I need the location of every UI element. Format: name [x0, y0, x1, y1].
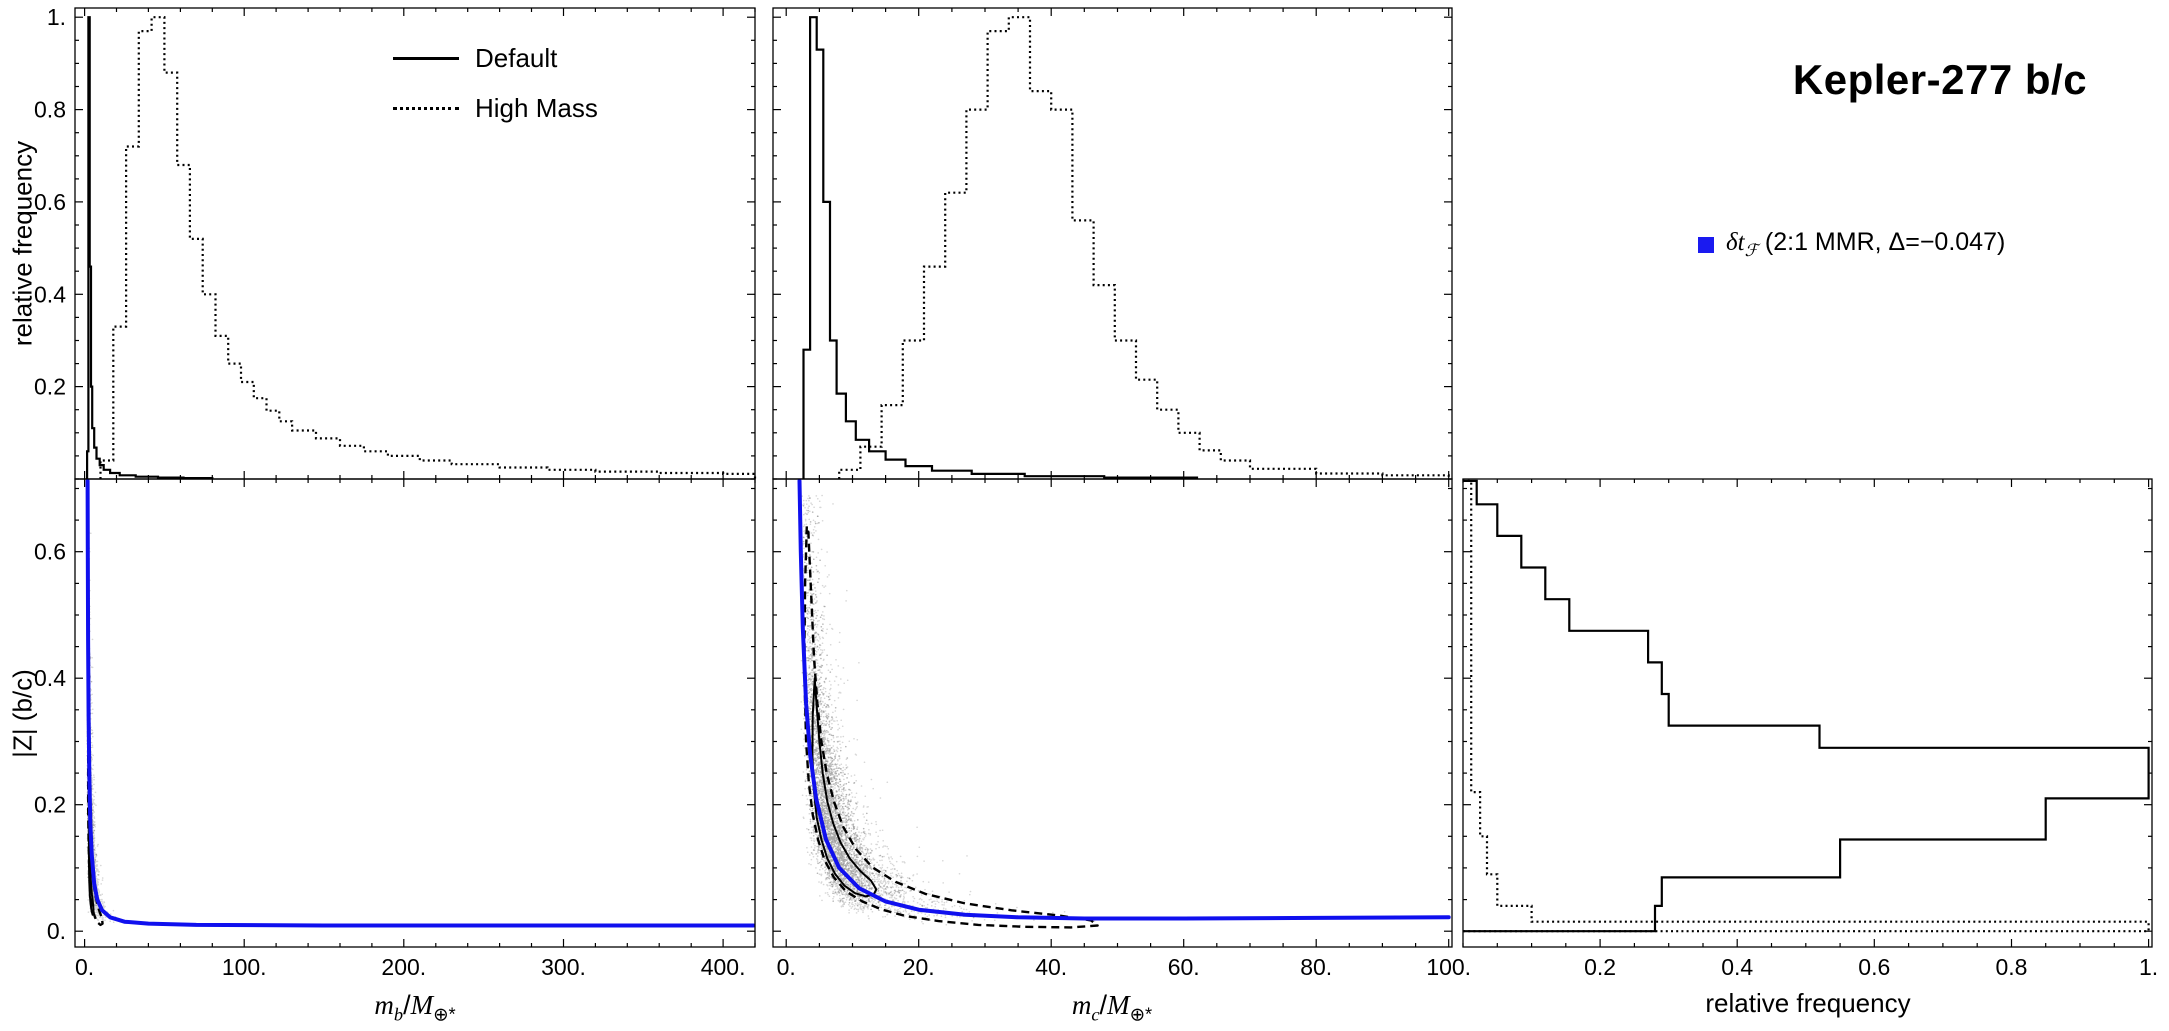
svg-text:0.4: 0.4	[34, 665, 66, 691]
dotted-line-sample	[393, 106, 459, 110]
svg-text:0.2: 0.2	[34, 792, 66, 818]
series-default-z-histogram	[1462, 479, 2150, 933]
svg-text:400.: 400.	[701, 954, 746, 980]
x-axis-label-relative-frequency: relative frequency	[1705, 988, 1911, 1018]
legend-label-default: Default	[475, 42, 558, 73]
y-axis-label-z-amplitude: |Z| (b/c)	[7, 669, 38, 758]
series-high-mass-z-histogram	[1462, 479, 2150, 933]
figure-title: Kepler-277 b/c	[1792, 56, 2088, 103]
x-axis-label-mc: mc/M⊕*	[1071, 990, 1153, 1025]
panel-mc-histogram	[772, 7, 1453, 480]
svg-text:0.8: 0.8	[34, 97, 66, 123]
mb-inner-contour	[88, 819, 95, 916]
delta-t-legend-label: δtℱ (2:1 MMR, Δ=−0.047)	[1726, 228, 2006, 260]
legend-item-default: Default	[393, 40, 598, 76]
delta-t-curve-mc	[797, 478, 1451, 921]
panel-mc-scatter: 0. 20. 40. 60. 80. 100.	[772, 478, 1471, 980]
tick-labels-mb-histogram: 0.2 0.4 0.6 0.8 1.	[34, 4, 66, 399]
svg-text:80.: 80.	[1300, 954, 1332, 980]
svg-text:1.: 1.	[47, 4, 66, 30]
frame-mc-histogram	[772, 7, 1453, 480]
svg-text:0.2: 0.2	[1584, 954, 1616, 980]
x-axis-label-mb: mb/M⊕*	[374, 990, 456, 1025]
panel-mb-scatter: 0. 100. 200. 300. 400. 0. 0.2 0.4 0.6	[34, 478, 756, 980]
svg-text:0.: 0.	[777, 954, 796, 980]
svg-text:60.: 60.	[1168, 954, 1200, 980]
panel-z-histogram: 0.2 0.4 0.6 0.8 1.	[1462, 478, 2158, 980]
series-high-mass-mc-histogram	[838, 16, 1450, 479]
ticks-mc-scatter	[773, 479, 1452, 947]
legend-item-high-mass: High Mass	[393, 90, 598, 126]
ticks-mb-scatter	[75, 479, 756, 947]
tick-labels-z-histogram: 0.2 0.4 0.6 0.8 1.	[1584, 954, 2158, 980]
ticks-mc-histogram	[773, 8, 1452, 480]
svg-text:0.6: 0.6	[34, 189, 66, 215]
delta-t-curve-mb	[85, 478, 756, 928]
ticks-mb-histogram	[75, 8, 756, 480]
line-style-legend: Default High Mass	[393, 40, 598, 140]
svg-text:0.8: 0.8	[1996, 954, 2028, 980]
svg-text:0.6: 0.6	[1858, 954, 1890, 980]
svg-text:300.: 300.	[541, 954, 586, 980]
solid-line-sample	[393, 56, 459, 60]
svg-text:0.6: 0.6	[34, 539, 66, 565]
svg-text:0.: 0.	[75, 954, 94, 980]
ticks-z-histogram	[1462, 479, 2152, 947]
svg-text:0.: 0.	[47, 918, 66, 944]
y-axis-label-relative-frequency: relative frequency	[7, 140, 38, 347]
tick-labels-mc-scatter: 0. 20. 40. 60. 80. 100.	[777, 954, 1471, 980]
delta-t-legend: δtℱ (2:1 MMR, Δ=−0.047)	[1698, 228, 2005, 261]
mc-outer-contour	[803, 525, 1099, 929]
blue-square-swatch	[1698, 236, 1714, 253]
svg-text:100.: 100.	[1426, 954, 1471, 980]
svg-text:200.: 200.	[381, 954, 426, 980]
svg-text:0.4: 0.4	[1721, 954, 1753, 980]
scatter-points-mc-scatter-1	[801, 497, 975, 921]
svg-text:20.: 20.	[903, 954, 935, 980]
series-default-mb-histogram	[86, 16, 214, 480]
svg-text:40.: 40.	[1035, 954, 1067, 980]
tick-labels-mb-scatter: 0. 100. 200. 300. 400. 0. 0.2 0.4 0.6	[34, 539, 745, 980]
series-high-mass-mb-histogram	[99, 16, 757, 479]
svg-text:0.2: 0.2	[34, 374, 66, 400]
svg-text:1.: 1.	[2139, 954, 2158, 980]
legend-label-high-mass: High Mass	[475, 92, 598, 123]
frame-mc-scatter	[772, 478, 1453, 948]
frame-mb-scatter	[74, 478, 756, 948]
series-default-mc-histogram	[802, 16, 1199, 479]
svg-text:100.: 100.	[222, 954, 267, 980]
frame-z-histogram	[1462, 478, 2153, 948]
svg-text:0.4: 0.4	[34, 281, 66, 307]
